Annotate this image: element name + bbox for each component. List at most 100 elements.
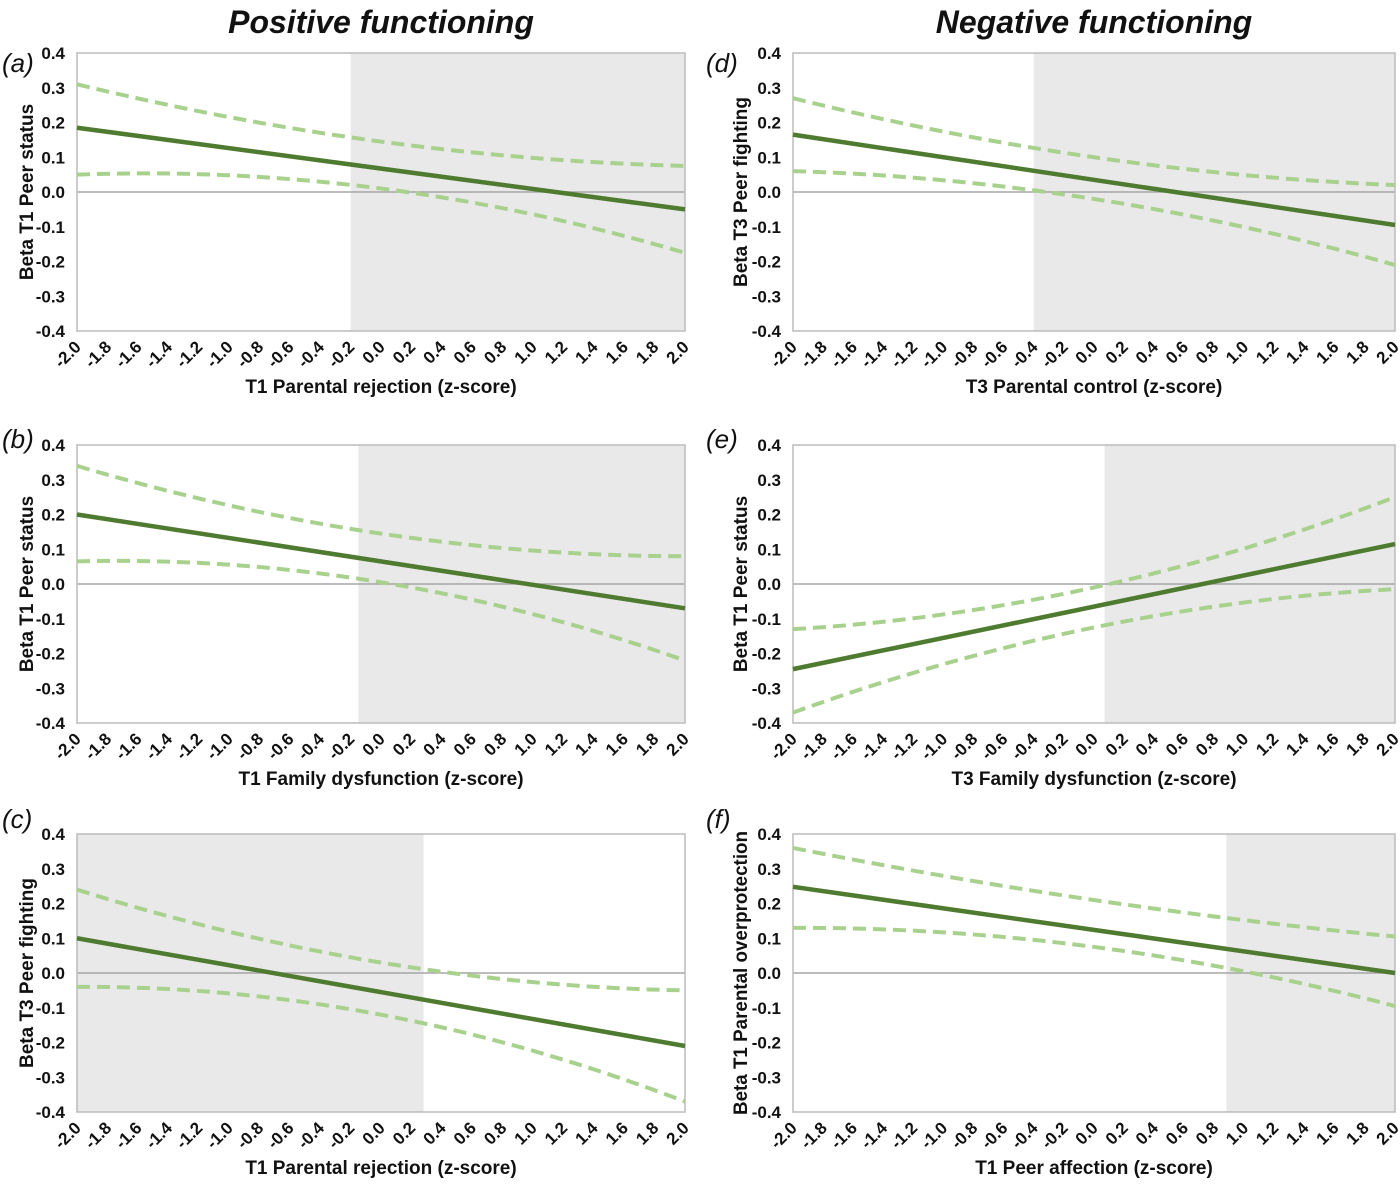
- plot-border: [76, 444, 686, 724]
- x-tick-label: 0.2: [1102, 337, 1132, 367]
- panel-letter: (a): [2, 48, 34, 78]
- y-tick-label: 0.3: [41, 860, 65, 879]
- x-tick-label: 0.6: [1162, 337, 1192, 367]
- y-tick-label: -0.1: [752, 218, 781, 237]
- x-tick-label: -1.6: [111, 729, 145, 763]
- x-tick-label: 1.2: [541, 337, 571, 367]
- x-tick-label: 1.0: [1222, 729, 1252, 759]
- y-tick-label: 0.0: [757, 575, 781, 594]
- x-tick-label: -0.6: [263, 337, 297, 371]
- x-tick-label: 0.4: [419, 337, 450, 368]
- upper-ci-line: [792, 495, 1396, 632]
- x-tick-label: -2.0: [51, 1118, 85, 1152]
- x-tick-label: -1.4: [142, 1118, 177, 1153]
- lower-ci-line: [76, 171, 686, 255]
- y-axis-title: Beta T3 Peer fighting: [17, 878, 38, 1068]
- y-tick-label: -0.4: [752, 1103, 782, 1122]
- x-tick-label: -1.4: [857, 1118, 892, 1153]
- y-tick-label: 0.4: [757, 44, 781, 63]
- y-tick-label: -0.3: [752, 1068, 781, 1087]
- y-tick-label: -0.4: [36, 714, 66, 733]
- y-tick-label: 0.1: [41, 929, 65, 948]
- y-tick-label: -0.3: [36, 1068, 65, 1087]
- x-tick-label: -0.8: [233, 729, 267, 763]
- panel-letter: (d): [706, 48, 738, 78]
- x-tick-label: -1.4: [857, 337, 892, 372]
- y-tick-label: 0.0: [757, 964, 781, 983]
- y-tick-label: 0.4: [757, 436, 781, 455]
- y-tick-label: 0.2: [41, 114, 65, 133]
- x-tick-label: 1.2: [1252, 337, 1282, 367]
- chart-panel-a: 0.40.30.20.10.0-0.1-0.2-0.3-0.4-2.0-1.8-…: [2, 44, 693, 398]
- x-tick-label: 1.6: [602, 337, 632, 367]
- panel-letter: (e): [706, 424, 738, 454]
- chart-panel-d: 0.40.30.20.10.0-0.1-0.2-0.3-0.4-2.0-1.8-…: [706, 44, 1400, 398]
- x-tick-label: 2.0: [663, 729, 693, 759]
- x-tick-label: 1.4: [571, 729, 602, 760]
- x-tick-label: 1.4: [1282, 337, 1313, 368]
- lower-ci-line: [792, 169, 1396, 267]
- lower-ci-line: [76, 984, 686, 1104]
- y-tick-label: -0.3: [752, 679, 781, 698]
- x-tick-label: 1.8: [632, 1118, 662, 1148]
- y-tick-label: 0.1: [41, 540, 65, 559]
- y-tick-label: -0.3: [36, 287, 65, 306]
- y-tick-label: -0.4: [36, 1103, 66, 1122]
- plot-border: [792, 444, 1396, 724]
- x-axis-title: T1 Parental rejection (z-score): [245, 1158, 516, 1179]
- x-tick-label: 0.0: [1072, 1118, 1102, 1148]
- y-tick-label: 0.2: [41, 895, 65, 914]
- x-tick-label: -1.2: [887, 1118, 921, 1152]
- x-tick-label: -1.2: [172, 729, 206, 763]
- x-tick-label: 1.0: [511, 337, 541, 367]
- x-tick-label: -1.8: [797, 1118, 831, 1152]
- x-tick-label: -1.8: [81, 729, 115, 763]
- x-tick-label: -0.8: [947, 729, 981, 763]
- y-tick-label: 0.3: [41, 79, 65, 98]
- y-axis-title: Beta T1 Peer status: [731, 496, 752, 672]
- x-axis-title: T1 Peer affection (z-score): [975, 1158, 1213, 1179]
- upper-ci-line: [76, 82, 686, 168]
- x-tick-label: 2.0: [1373, 729, 1400, 759]
- x-tick-label: 0.4: [1132, 337, 1163, 368]
- y-tick-label: 0.0: [757, 183, 781, 202]
- x-tick-label: 0.2: [1102, 729, 1132, 759]
- x-tick-label: -0.6: [263, 729, 297, 763]
- x-tick-label: 1.8: [632, 337, 662, 367]
- x-axis-title: T1 Family dysfunction (z-score): [238, 769, 523, 790]
- x-tick-label: -1.0: [917, 729, 951, 763]
- x-tick-label: -1.0: [917, 337, 951, 371]
- x-tick-label: 0.0: [359, 729, 389, 759]
- y-tick-label: 0.3: [41, 471, 65, 490]
- y-axis-title: Beta T3 Peer fighting: [731, 97, 752, 287]
- y-tick-label: -0.2: [752, 1034, 781, 1053]
- x-tick-label: -0.8: [947, 337, 981, 371]
- y-tick-label: -0.2: [36, 253, 65, 272]
- x-tick-label: -1.0: [203, 1118, 237, 1152]
- x-tick-label: 0.8: [480, 337, 510, 367]
- x-tick-label: 0.6: [450, 1118, 480, 1148]
- x-tick-label: -0.2: [1038, 729, 1072, 763]
- x-tick-label: -1.8: [797, 337, 831, 371]
- y-tick-label: 0.4: [41, 436, 65, 455]
- x-tick-label: -1.6: [111, 337, 145, 371]
- y-tick-label: -0.2: [36, 645, 65, 664]
- x-tick-label: 0.2: [389, 337, 419, 367]
- x-tick-label: -0.4: [1007, 1118, 1042, 1153]
- x-tick-label: -1.8: [81, 1118, 115, 1152]
- x-tick-label: 1.4: [571, 337, 602, 368]
- lower-ci-line: [792, 925, 1396, 1008]
- solid-beta-line: [792, 132, 1396, 228]
- upper-ci-line: [792, 96, 1396, 188]
- y-tick-label: -0.1: [36, 218, 65, 237]
- lower-ci-line: [792, 587, 1396, 715]
- y-tick-label: -0.3: [36, 679, 65, 698]
- y-tick-label: -0.1: [752, 999, 781, 1018]
- x-tick-label: -0.6: [977, 337, 1011, 371]
- x-tick-label: 1.8: [1343, 337, 1373, 367]
- x-tick-label: 0.2: [1102, 1118, 1132, 1148]
- x-tick-label: 0.0: [1072, 337, 1102, 367]
- x-tick-label: 1.6: [1312, 729, 1342, 759]
- x-tick-label: 1.6: [1312, 337, 1342, 367]
- x-tick-label: 1.8: [1343, 1118, 1373, 1148]
